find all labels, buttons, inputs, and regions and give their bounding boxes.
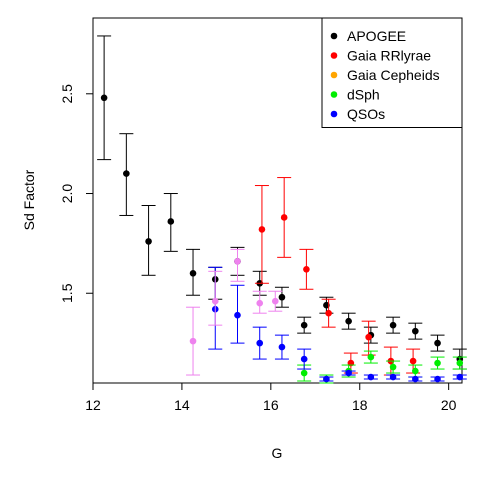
data-point — [367, 373, 375, 381]
data-point — [412, 375, 419, 383]
data-point — [389, 321, 397, 329]
data-point — [389, 373, 397, 381]
data-point — [189, 337, 197, 345]
data-point — [367, 353, 375, 361]
x-axis-label: G — [272, 445, 283, 461]
y-tick-label: 2.5 — [59, 84, 75, 104]
data-point — [167, 218, 175, 225]
data-point — [412, 327, 419, 335]
x-tick-label: 14 — [174, 397, 190, 413]
x-tick-label: 16 — [263, 397, 279, 413]
data-point — [345, 369, 352, 377]
plot-frame — [92, 17, 463, 384]
y-axis-label: Sd Factor — [21, 169, 37, 230]
legend-label: APOGEE — [347, 28, 406, 44]
data-point — [189, 270, 197, 277]
x-tick-label: 20 — [441, 397, 457, 413]
data-point — [389, 363, 397, 371]
data-point — [123, 170, 130, 177]
data-point — [234, 258, 241, 265]
data-point — [409, 357, 417, 365]
data-point — [300, 369, 308, 377]
legend-label: Gaia RRlyrae — [347, 48, 431, 64]
plot-area — [92, 17, 463, 384]
legend-marker — [330, 32, 338, 40]
legend-label: dSph — [347, 87, 380, 103]
data-point — [434, 375, 441, 383]
legend-marker — [330, 91, 338, 98]
x-tick-label: 12 — [85, 397, 101, 413]
y-tick-label: 1.5 — [59, 283, 75, 303]
series-layer — [97, 35, 467, 384]
data-point — [323, 375, 330, 383]
data-point — [258, 226, 266, 233]
data-point — [271, 297, 279, 305]
y-tick-label: 2.0 — [59, 184, 75, 204]
legend-box — [321, 17, 463, 128]
data-point — [345, 317, 352, 325]
data-point — [456, 359, 464, 367]
data-point — [145, 238, 152, 245]
legend-marker — [330, 71, 338, 79]
data-point — [280, 214, 288, 221]
data-point — [434, 339, 441, 347]
legend-label: QSOs — [347, 106, 385, 122]
legend-label: Gaia Cepheids — [347, 67, 440, 83]
data-point — [278, 343, 286, 351]
series-qsos — [208, 266, 467, 383]
data-point — [234, 311, 241, 319]
series-dsph — [297, 350, 467, 384]
data-point — [256, 339, 264, 347]
data-point — [300, 321, 308, 329]
x-tick-label: 18 — [352, 397, 368, 413]
data-point — [434, 359, 441, 367]
data-point — [412, 367, 419, 375]
legend-marker — [330, 110, 338, 118]
data-point — [256, 299, 264, 307]
legend-marker — [330, 52, 338, 59]
data-point — [300, 355, 308, 363]
data-point — [456, 373, 464, 381]
data-point — [211, 297, 219, 305]
data-point — [278, 293, 286, 301]
data-point — [100, 94, 108, 102]
data-point — [323, 301, 330, 309]
data-point — [325, 309, 332, 317]
series-series-5 — [186, 248, 283, 376]
data-point — [365, 333, 372, 341]
axes: 12 14 16 18 20 1.5 2.0 2.5 — [59, 84, 457, 413]
legend: APOGEE Gaia RRlyrae Gaia Cepheids dSph QSOs — [321, 17, 463, 128]
data-point — [303, 266, 310, 273]
